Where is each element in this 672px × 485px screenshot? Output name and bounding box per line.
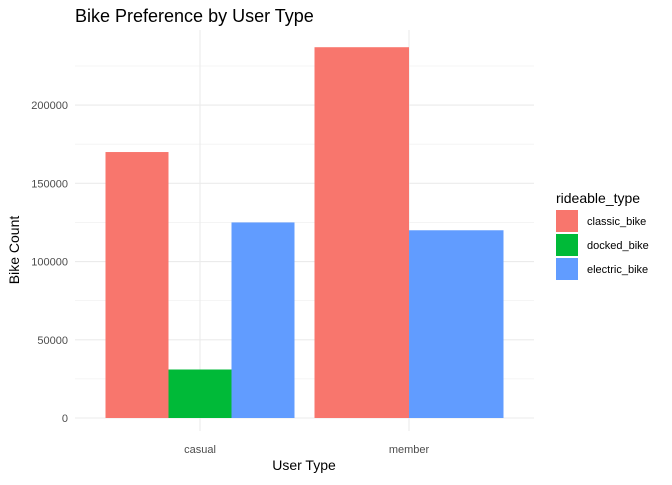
legend-swatch-docked_bike <box>556 234 578 256</box>
legend-swatch-classic_bike <box>556 210 578 232</box>
y-axis-title: Bike Count <box>6 216 22 285</box>
bar-casual-classic_bike <box>105 152 169 418</box>
legend-title: rideable_type <box>556 190 640 206</box>
y-tick-label: 0 <box>62 413 68 425</box>
x-axis-title: User Type <box>272 457 336 473</box>
legend-label-electric_bike: electric_bike <box>587 264 648 276</box>
bar-member-electric_bike <box>409 230 504 418</box>
bar-casual-electric_bike <box>231 222 295 418</box>
y-tick-label: 150000 <box>31 178 68 190</box>
y-tick-label: 50000 <box>37 335 68 347</box>
x-tick-label: casual <box>184 444 216 456</box>
legend-swatch-electric_bike <box>556 258 578 280</box>
y-tick-label: 100000 <box>31 257 68 269</box>
bar-member-classic_bike <box>314 47 409 418</box>
legend-label-docked_bike: docked_bike <box>587 240 649 252</box>
bar-casual-docked_bike <box>168 369 232 418</box>
y-axis-ticks: 0 50000 100000 150000 200000 <box>31 100 68 425</box>
legend-label-classic_bike: classic_bike <box>587 216 646 228</box>
x-tick-label: member <box>389 444 430 456</box>
y-tick-label: 200000 <box>31 100 68 112</box>
chart-title: Bike Preference by User Type <box>75 6 314 26</box>
legend: rideable_type classic_bike docked_bikeele… <box>556 190 649 280</box>
x-axis-ticks: casual member <box>184 444 429 456</box>
bars <box>105 47 504 418</box>
